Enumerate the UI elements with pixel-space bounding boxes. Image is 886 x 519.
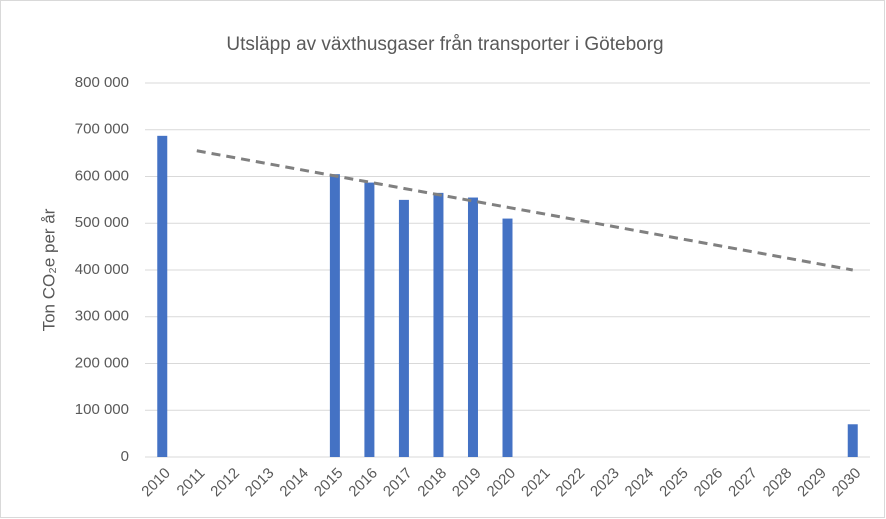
bar [467,197,478,457]
trend-line [196,149,854,272]
bar [329,174,340,457]
y-tick-label: 100 000 [75,401,129,418]
y-tick-label: 0 [121,448,129,465]
y-tick-label: 700 000 [75,121,129,138]
bar [847,424,858,457]
chart-title: Utsläpp av växthusgaser från transporter… [226,34,663,55]
y-tick-label: 200 000 [75,354,129,371]
y-axis-label: Ton CO₂e per år [39,208,58,331]
bar [398,199,409,457]
bar [433,192,444,458]
y-tick-label: 300 000 [75,308,129,325]
y-tick-label: 800 000 [75,74,129,91]
bar [157,135,168,457]
bar [364,182,375,457]
y-tick-label: 400 000 [75,261,129,278]
y-tick-label: 600 000 [75,167,129,184]
y-tick-label: 500 000 [75,214,129,231]
bar [502,218,513,457]
